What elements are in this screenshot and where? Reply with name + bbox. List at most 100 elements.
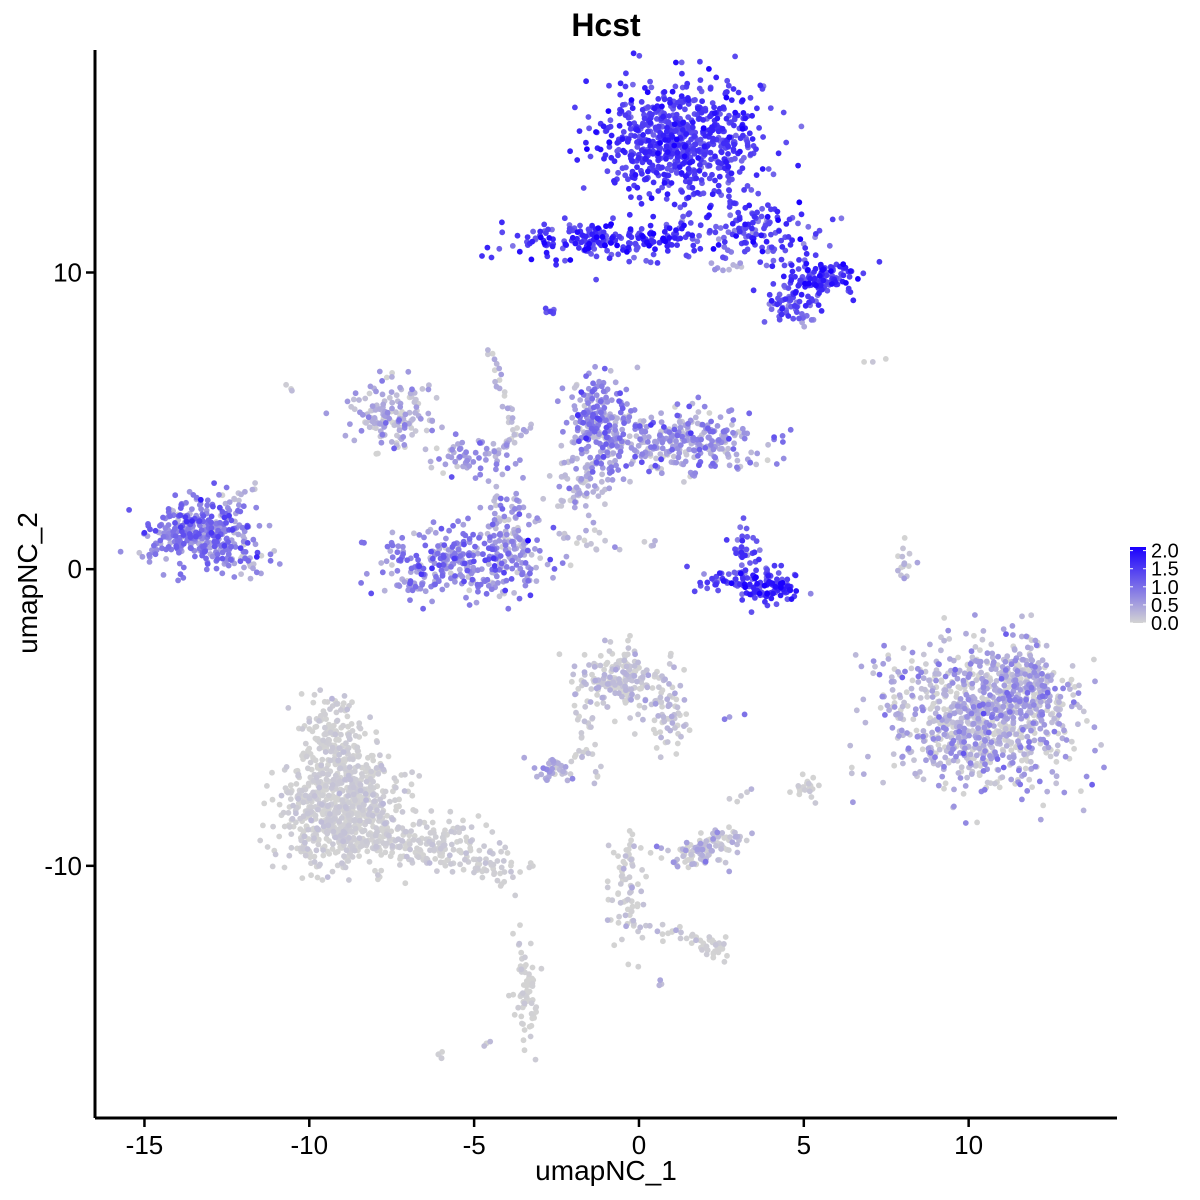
cell-point xyxy=(941,785,947,792)
cell-point xyxy=(256,522,263,529)
cell-point xyxy=(979,675,985,682)
cell-point xyxy=(336,751,343,758)
cell-point xyxy=(761,319,768,325)
cell-point xyxy=(187,545,194,551)
cell-point xyxy=(853,707,860,714)
cell-point xyxy=(900,545,906,552)
cell-point xyxy=(657,451,664,457)
cell-point xyxy=(706,934,713,940)
cell-point xyxy=(571,439,577,446)
cell-point xyxy=(749,830,755,837)
cell-point xyxy=(496,245,503,252)
cell-point xyxy=(664,696,671,703)
cell-point xyxy=(562,764,569,770)
cell-point xyxy=(238,571,245,577)
cell-point xyxy=(563,419,570,426)
cell-point xyxy=(385,753,392,760)
cell-point xyxy=(492,494,499,501)
cell-point xyxy=(660,714,667,720)
cell-point xyxy=(1028,656,1035,663)
cell-point xyxy=(397,404,404,410)
cell-point xyxy=(1011,683,1017,689)
cell-point xyxy=(659,703,665,710)
cell-point xyxy=(219,555,226,562)
cell-point xyxy=(983,679,989,685)
cell-point xyxy=(891,762,898,769)
cell-point xyxy=(528,1022,535,1029)
cell-point xyxy=(516,536,523,542)
cell-point xyxy=(993,678,1000,684)
cell-point xyxy=(616,398,622,404)
cell-point xyxy=(1092,678,1098,685)
cell-point xyxy=(373,839,379,845)
cell-point xyxy=(411,399,418,406)
cell-point xyxy=(386,394,393,401)
cell-point xyxy=(635,881,641,888)
cell-point xyxy=(748,609,755,615)
cell-point xyxy=(618,873,625,880)
cell-point xyxy=(1027,758,1034,765)
cell-point xyxy=(775,570,782,576)
cell-point xyxy=(512,892,519,899)
cell-point xyxy=(1043,739,1050,746)
cell-point xyxy=(289,387,295,394)
cell-point xyxy=(960,677,967,684)
cell-point xyxy=(323,765,330,772)
cell-point xyxy=(257,837,264,844)
cell-point xyxy=(324,699,331,705)
cell-point xyxy=(1049,769,1056,775)
cell-point xyxy=(653,843,660,850)
cell-point xyxy=(969,680,976,687)
cell-point xyxy=(340,822,347,828)
cell-point xyxy=(522,954,528,961)
cell-point xyxy=(976,734,982,741)
cell-point xyxy=(1032,763,1039,770)
cell-point xyxy=(719,946,726,952)
cell-point xyxy=(923,661,929,667)
cell-point xyxy=(637,924,644,931)
cell-point xyxy=(370,792,376,798)
cell-point xyxy=(847,742,854,749)
cell-point xyxy=(895,553,901,560)
cell-point xyxy=(629,691,635,698)
cell-point xyxy=(808,794,815,800)
cell-point xyxy=(615,169,621,176)
cell-point xyxy=(715,857,721,863)
cell-point xyxy=(308,817,314,824)
cell-point xyxy=(911,757,917,763)
cell-point xyxy=(1057,693,1064,700)
cell-point xyxy=(725,847,732,853)
cell-point xyxy=(249,486,256,493)
cell-point xyxy=(583,542,590,549)
cell-point xyxy=(366,424,373,431)
cell-point xyxy=(1035,681,1041,688)
cell-point xyxy=(997,688,1003,694)
cell-point xyxy=(457,453,463,460)
cell-point xyxy=(628,686,635,693)
cell-point xyxy=(982,761,988,768)
cell-point xyxy=(412,808,419,814)
cell-point xyxy=(1011,647,1018,653)
cell-point xyxy=(500,858,507,864)
cell-point xyxy=(709,428,716,435)
cell-point xyxy=(323,776,330,783)
cell-point xyxy=(1047,753,1054,760)
cell-point xyxy=(609,414,615,421)
cell-point xyxy=(192,553,198,560)
cell-point xyxy=(389,562,395,568)
cell-point xyxy=(666,661,673,667)
cell-point xyxy=(738,793,744,799)
cell-point xyxy=(306,795,313,802)
cell-point xyxy=(267,551,274,558)
cell-point xyxy=(672,83,679,90)
cell-point xyxy=(395,836,402,842)
cell-point xyxy=(346,835,352,841)
cell-point xyxy=(961,739,967,745)
cell-point xyxy=(356,804,363,811)
cell-point xyxy=(1003,743,1010,749)
cell-point xyxy=(369,752,376,759)
cell-point xyxy=(570,671,577,678)
cell-point xyxy=(346,764,353,771)
cell-point xyxy=(448,828,455,835)
cell-point xyxy=(885,656,892,662)
